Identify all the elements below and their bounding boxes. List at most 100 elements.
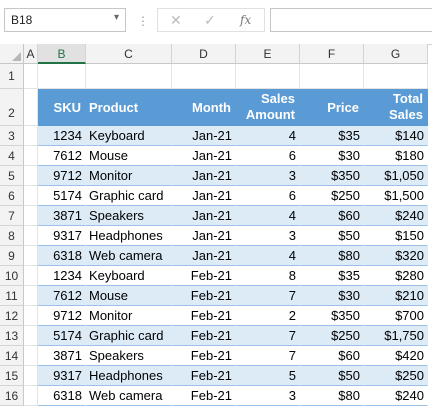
row-header-16[interactable]: 16: [0, 386, 24, 406]
table-cell[interactable]: 3: [236, 226, 300, 246]
table-cell[interactable]: Keyboard: [86, 266, 172, 286]
table-cell[interactable]: $150: [364, 226, 428, 246]
row-header-4[interactable]: 4: [0, 146, 24, 166]
table-cell[interactable]: Jan-21: [172, 246, 236, 266]
table-cell[interactable]: 8: [236, 266, 300, 286]
table-cell[interactable]: 5174: [38, 186, 86, 206]
table-cell[interactable]: $35: [300, 266, 364, 286]
table-cell[interactable]: 9712: [38, 306, 86, 326]
cell[interactable]: [24, 166, 38, 186]
cell[interactable]: [24, 246, 38, 266]
table-cell[interactable]: $250: [300, 326, 364, 346]
table-cell[interactable]: Jan-21: [172, 126, 236, 146]
table-cell[interactable]: $60: [300, 346, 364, 366]
table-cell[interactable]: Web camera: [86, 246, 172, 266]
table-cell[interactable]: Feb-21: [172, 266, 236, 286]
table-cell[interactable]: $250: [300, 186, 364, 206]
table-cell[interactable]: 5174: [38, 326, 86, 346]
table-cell[interactable]: 3: [236, 386, 300, 406]
table-cell[interactable]: Keyboard: [86, 126, 172, 146]
table-cell[interactable]: $240: [364, 386, 428, 406]
table-cell[interactable]: Speakers: [86, 346, 172, 366]
table-cell[interactable]: Jan-21: [172, 226, 236, 246]
table-cell[interactable]: 6: [236, 186, 300, 206]
table-cell[interactable]: Monitor: [86, 166, 172, 186]
cell[interactable]: [24, 366, 38, 386]
column-header-d[interactable]: D: [172, 44, 236, 64]
row-header-8[interactable]: 8: [0, 226, 24, 246]
table-cell[interactable]: 5: [236, 366, 300, 386]
column-header-c[interactable]: C: [86, 44, 172, 64]
row-header-9[interactable]: 9: [0, 246, 24, 266]
cell[interactable]: [24, 386, 38, 406]
table-cell[interactable]: $1,500: [364, 186, 428, 206]
table-cell[interactable]: Speakers: [86, 206, 172, 226]
cell[interactable]: [172, 64, 236, 89]
cell[interactable]: [236, 64, 300, 89]
table-cell[interactable]: $350: [300, 306, 364, 326]
column-header-e[interactable]: E: [236, 44, 300, 64]
table-cell[interactable]: Headphones: [86, 226, 172, 246]
column-header-a[interactable]: A: [24, 44, 38, 64]
table-cell[interactable]: 1234: [38, 126, 86, 146]
table-cell[interactable]: $140: [364, 126, 428, 146]
table-header-cell[interactable]: Sales Amount: [236, 89, 300, 126]
table-cell[interactable]: $350: [300, 166, 364, 186]
table-cell[interactable]: 1234: [38, 266, 86, 286]
table-cell[interactable]: $35: [300, 126, 364, 146]
cell[interactable]: [24, 306, 38, 326]
cell[interactable]: [24, 206, 38, 226]
table-cell[interactable]: $50: [300, 226, 364, 246]
row-header-7[interactable]: 7: [0, 206, 24, 226]
table-cell[interactable]: 3: [236, 166, 300, 186]
table-cell[interactable]: Jan-21: [172, 186, 236, 206]
table-cell[interactable]: Web camera: [86, 386, 172, 406]
insert-function-icon[interactable]: fx: [240, 13, 252, 27]
row-header-12[interactable]: 12: [0, 306, 24, 326]
table-cell[interactable]: Graphic card: [86, 186, 172, 206]
table-cell[interactable]: 3871: [38, 346, 86, 366]
table-cell[interactable]: Monitor: [86, 306, 172, 326]
row-header-2[interactable]: 2: [0, 89, 24, 126]
row-header-14[interactable]: 14: [0, 346, 24, 366]
table-cell[interactable]: Jan-21: [172, 206, 236, 226]
table-cell[interactable]: $280: [364, 266, 428, 286]
column-header-f[interactable]: F: [300, 44, 364, 64]
table-cell[interactable]: Jan-21: [172, 166, 236, 186]
table-cell[interactable]: 9317: [38, 366, 86, 386]
cancel-icon[interactable]: ✕: [170, 12, 182, 28]
table-cell[interactable]: 6318: [38, 246, 86, 266]
cell[interactable]: [38, 64, 86, 89]
cell[interactable]: [24, 226, 38, 246]
table-header-cell[interactable]: Price: [300, 89, 364, 126]
cell[interactable]: [24, 89, 38, 126]
table-cell[interactable]: $420: [364, 346, 428, 366]
table-cell[interactable]: $80: [300, 386, 364, 406]
table-header-cell[interactable]: Product: [86, 89, 172, 126]
table-cell[interactable]: $700: [364, 306, 428, 326]
name-box[interactable]: B18 ▾: [4, 8, 126, 32]
table-cell[interactable]: $30: [300, 146, 364, 166]
table-cell[interactable]: 4: [236, 246, 300, 266]
table-cell[interactable]: 6318: [38, 386, 86, 406]
table-cell[interactable]: 7: [236, 326, 300, 346]
cell[interactable]: [24, 266, 38, 286]
table-header-cell[interactable]: Month: [172, 89, 236, 126]
table-cell[interactable]: 6: [236, 146, 300, 166]
table-cell[interactable]: $1,750: [364, 326, 428, 346]
formula-input[interactable]: [270, 8, 432, 32]
row-header-15[interactable]: 15: [0, 366, 24, 386]
cell[interactable]: [24, 186, 38, 206]
table-cell[interactable]: 7612: [38, 146, 86, 166]
table-cell[interactable]: $240: [364, 206, 428, 226]
select-all-button[interactable]: [0, 44, 24, 64]
table-cell[interactable]: $180: [364, 146, 428, 166]
cell[interactable]: [24, 326, 38, 346]
table-cell[interactable]: $30: [300, 286, 364, 306]
table-cell[interactable]: Headphones: [86, 366, 172, 386]
table-cell[interactable]: Jan-21: [172, 146, 236, 166]
cell[interactable]: [24, 286, 38, 306]
table-cell[interactable]: Feb-21: [172, 306, 236, 326]
row-header-11[interactable]: 11: [0, 286, 24, 306]
cell[interactable]: [24, 126, 38, 146]
